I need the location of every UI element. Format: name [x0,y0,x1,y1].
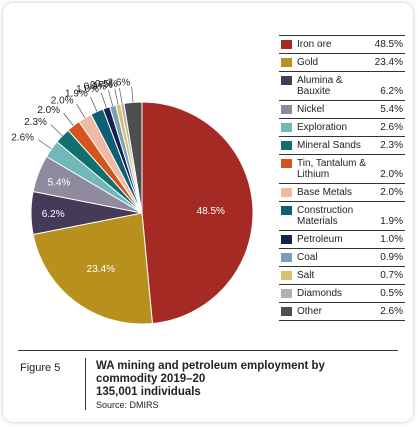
leader-line [76,103,86,118]
legend-value: 1.0% [380,234,403,245]
legend-label: Exploration [297,122,348,133]
slice-label: 5.4% [48,177,71,188]
legend-row: Iron ore 48.5% [279,36,405,54]
caption-divider [85,358,86,410]
legend-row: Construction Materials 1.9% [279,202,405,231]
legend-label: Coal [297,252,318,263]
legend-row: Tin, Tantalum & Lithium 2.0% [279,155,405,184]
pie-slice [141,101,254,325]
legend: Iron ore 48.5% Gold 23.4% Alumina & Bauxite 6… [279,35,405,321]
legend-value: 0.7% [380,270,403,281]
slice-label: 1.0% [76,84,99,95]
legend-row: Base Metals 2.0% [279,184,405,202]
leader-line [50,124,63,137]
legend-swatch [281,76,292,85]
legend-swatch [281,188,292,197]
legend-label: Gold [297,57,319,68]
legend-row: Salt 0.7% [279,267,405,285]
leader-line [90,96,98,112]
legend-label: Construction Materials [297,205,354,227]
legend-label: Mineral Sands [297,140,361,151]
slice-label: 2.6% [11,132,34,143]
legend-value: 0.9% [380,252,403,263]
figure-panel: 48.5% 23.4% 6.2% 5.4% 2.6% 2.3% 2.0% 2.0% 1.9% 1.… [3,3,413,422]
legend-value: 23.4% [374,57,403,68]
legend-value: 2.6% [380,122,403,133]
leader-line [114,88,119,105]
legend-label: Iron ore [297,39,332,50]
slice-label: 2.0% [51,96,74,107]
leader-line [131,86,134,103]
leader-line [100,92,107,108]
leader-line [38,139,52,150]
leader-line [63,112,74,126]
legend-row: Mineral Sands 2.3% [279,137,405,155]
caption-title: WA mining and petroleum employment by co… [96,360,325,399]
legend-row: Diamonds 0.5% [279,285,405,303]
legend-value: 6.2% [380,86,403,97]
legend-label: Diamonds [297,288,343,299]
legend-swatch [281,307,292,316]
legend-row: Alumina & Bauxite 6.2% [279,72,405,101]
legend-row: Other 2.6% [279,303,405,321]
pie-chart: 48.5%23.4%6.2%5.4%2.6%2.3%2.0%2.0%1.9%1.… [11,77,254,325]
legend-value: 0.5% [380,288,403,299]
slice-label: 0.5% [95,79,118,90]
legend-swatch [281,40,292,49]
legend-row: Coal 0.9% [279,249,405,267]
caption-title-line1: WA mining and petroleum employment by [96,360,325,372]
legend-row: Exploration 2.6% [279,119,405,137]
legend-value: 1.9% [380,216,403,227]
legend-value: 2.0% [380,187,403,198]
caption-source: Source: DMIRS [96,400,159,410]
legend-value: 5.4% [380,104,403,115]
legend-label: Salt [297,270,315,281]
slice-label: 0.9% [84,82,107,93]
legend-label: Nickel [297,104,325,115]
legend-value: 2.0% [380,169,403,180]
slice-label: 6.2% [42,209,65,220]
figure-label: Figure 5 [20,362,61,374]
caption-title-line2: commodity 2019–20 [96,373,206,385]
legend-label: Alumina & Bauxite [297,75,343,97]
slice-label: 2.0% [37,105,60,116]
legend-swatch [281,159,292,168]
legend-swatch [281,141,292,150]
legend-swatch [281,289,292,298]
legend-swatch [281,206,292,215]
legend-row: Nickel 5.4% [279,101,405,119]
pie-slice [32,212,153,325]
leader-line [119,87,123,104]
caption-subtitle: 135,001 individuals [96,386,201,398]
legend-swatch [281,253,292,262]
legend-label: Tin, Tantalum & Lithium [297,158,366,180]
legend-swatch [281,58,292,67]
slice-label: 2.3% [24,117,47,128]
legend-row: Gold 23.4% [279,54,405,72]
slice-label: 1.9% [65,88,88,99]
legend-swatch [281,271,292,280]
legend-value: 2.3% [380,140,403,151]
pie-slice [123,101,143,214]
slice-label: 48.5% [197,206,225,217]
legend-row: Petroleum 1.0% [279,231,405,249]
legend-value: 2.6% [380,306,403,317]
slice-label: 0.7% [90,80,113,91]
figure-caption [18,350,398,421]
legend-swatch [281,123,292,132]
legend-label: Other [297,306,323,317]
legend-swatch [281,235,292,244]
leader-line [108,90,114,107]
legend-label: Base Metals [297,187,353,198]
legend-swatch [281,105,292,114]
legend-label: Petroleum [297,234,343,245]
legend-value: 48.5% [374,39,403,50]
slice-label: 2.6% [108,77,131,88]
slice-label: 23.4% [87,264,115,275]
